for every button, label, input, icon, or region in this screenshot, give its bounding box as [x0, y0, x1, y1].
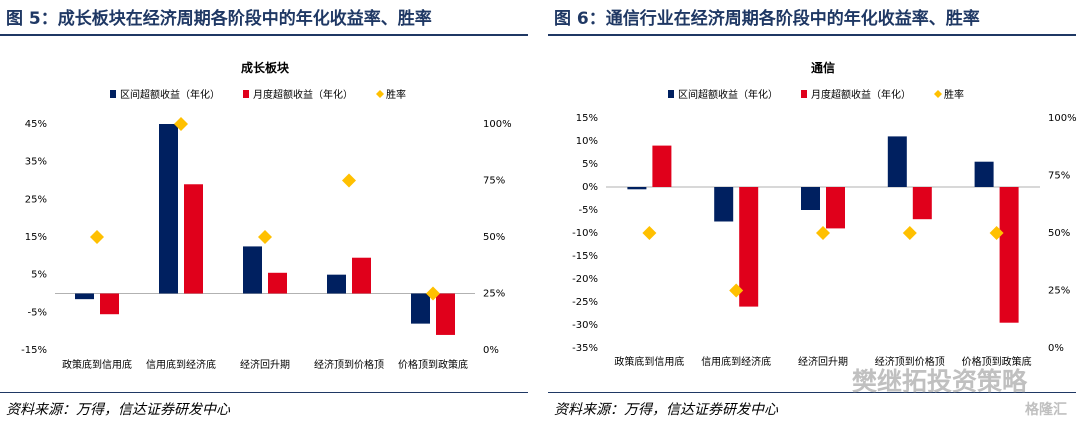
x-category-label: 经济回升期	[798, 355, 848, 368]
legend-swatch-diamond	[376, 90, 384, 98]
x-category-label: 经济顶到价格顶	[314, 358, 384, 371]
win-rate-point	[816, 226, 830, 240]
y-right-tick-label: 25%	[1048, 286, 1070, 297]
bar-monthly-excess	[436, 293, 455, 335]
bar-interval-excess	[887, 136, 907, 187]
source-divider	[548, 392, 1076, 393]
y-right-tick-label: 50%	[1048, 228, 1070, 239]
x-category-label: 价格顶到政策底	[962, 355, 1032, 368]
y-left-tick-label: -20%	[572, 274, 598, 285]
figure-panel-right: 图 6：通信行业在经济周期各阶段中的年化收益率、胜率 通信区间超额收益（年化） 月…	[548, 0, 1078, 425]
y-left-tick-label: 0%	[582, 182, 598, 193]
y-left-tick-label: -35%	[572, 343, 598, 354]
y-left-tick-label: 10%	[576, 136, 598, 147]
y-left-tick-label: -5%	[579, 205, 598, 216]
win-rate-point	[90, 230, 104, 244]
win-rate-point	[426, 286, 440, 301]
x-category-label: 价格顶到政策底	[398, 358, 468, 371]
y-left-tick-label: -15%	[21, 345, 47, 356]
legend-label: 区间超额收益（年化）	[120, 88, 220, 101]
figure-title: 图 5：成长板块在经济周期各阶段中的年化收益率、胜率	[6, 9, 432, 29]
y-left-tick-label: 15%	[576, 113, 598, 124]
bar-interval-excess	[627, 187, 647, 190]
watermark-brand: 格隆汇	[1025, 402, 1067, 418]
bar-interval-excess	[974, 161, 994, 187]
source-note: 资料来源：万得，信达证券研发中心	[6, 402, 230, 418]
y-right-tick-label: 100%	[483, 119, 512, 130]
chart-title: 通信	[811, 60, 835, 75]
y-left-tick-label: 5%	[31, 270, 47, 281]
y-right-tick-label: 75%	[483, 176, 505, 187]
legend-label: 区间超额收益（年化）	[678, 88, 778, 101]
x-category-label: 经济顶到价格顶	[875, 355, 945, 368]
y-left-tick-label: 45%	[25, 119, 47, 130]
y-right-tick-label: 0%	[483, 345, 499, 356]
win-rate-point	[642, 226, 657, 240]
win-rate-point	[989, 226, 1004, 240]
bar-monthly-excess	[268, 272, 287, 294]
bar-monthly-excess	[652, 145, 672, 187]
bar-interval-excess	[801, 187, 820, 210]
x-category-label: 信用底到经济底	[146, 358, 216, 371]
win-rate-point	[342, 173, 356, 188]
bar-monthly-excess	[826, 187, 845, 229]
y-left-tick-label: -15%	[572, 251, 598, 262]
bar-interval-excess	[411, 293, 430, 324]
bar-monthly-excess	[912, 187, 932, 220]
legend-swatch	[110, 90, 116, 98]
x-category-label: 政策底到信用底	[614, 355, 684, 368]
legend-label: 胜率	[386, 88, 406, 101]
y-right-tick-label: 50%	[483, 232, 505, 243]
y-left-tick-label: 15%	[25, 232, 47, 243]
bar-monthly-excess	[184, 184, 203, 294]
source-note: 资料来源：万得，信达证券研发中心	[554, 402, 778, 418]
legend-label: 胜率	[944, 88, 964, 101]
x-category-label: 信用底到经济底	[701, 355, 771, 368]
y-left-tick-label: -25%	[572, 297, 598, 308]
bar-interval-excess	[327, 274, 346, 294]
bar-monthly-excess	[739, 187, 759, 307]
y-right-tick-label: 75%	[1048, 171, 1070, 182]
chart-title: 成长板块	[241, 60, 290, 75]
win-rate-point	[174, 117, 188, 131]
y-left-tick-label: 25%	[25, 194, 47, 205]
figure-panel-left: 图 5：成长板块在经济周期各阶段中的年化收益率、胜率 成长板块区间超额收益（年化…	[0, 0, 530, 425]
x-category-label: 政策底到信用底	[62, 358, 132, 371]
y-right-tick-label: 0%	[1048, 343, 1064, 354]
legend-label: 月度超额收益（年化）	[811, 88, 911, 101]
win-rate-point	[258, 230, 272, 244]
legend-swatch	[801, 90, 807, 98]
bar-interval-excess	[714, 187, 734, 222]
title-divider	[0, 34, 528, 36]
bar-interval-excess	[75, 293, 94, 300]
title-divider	[548, 34, 1076, 36]
y-right-tick-label: 25%	[483, 289, 505, 300]
bar-interval-excess	[159, 124, 178, 294]
y-left-tick-label: -5%	[28, 307, 47, 318]
bar-monthly-excess	[999, 187, 1019, 323]
bar-monthly-excess	[352, 257, 371, 294]
legend-swatch-diamond	[934, 90, 942, 98]
legend-label: 月度超额收益（年化）	[253, 88, 353, 101]
win-rate-point	[729, 283, 744, 298]
x-category-label: 经济回升期	[240, 358, 290, 371]
bar-monthly-excess	[100, 293, 119, 315]
legend-swatch	[668, 90, 674, 98]
bar-interval-excess	[243, 246, 262, 294]
y-right-tick-label: 100%	[1048, 113, 1077, 124]
y-left-tick-label: -30%	[572, 320, 598, 331]
source-divider	[0, 392, 528, 393]
win-rate-point	[902, 226, 917, 240]
figure-title: 图 6：通信行业在经济周期各阶段中的年化收益率、胜率	[554, 9, 980, 29]
legend-swatch	[243, 90, 249, 98]
y-left-tick-label: 35%	[25, 157, 47, 168]
y-left-tick-label: -10%	[572, 228, 598, 239]
y-left-tick-label: 5%	[582, 159, 598, 170]
watermark-text: 樊继拓投资策略	[852, 367, 1028, 396]
